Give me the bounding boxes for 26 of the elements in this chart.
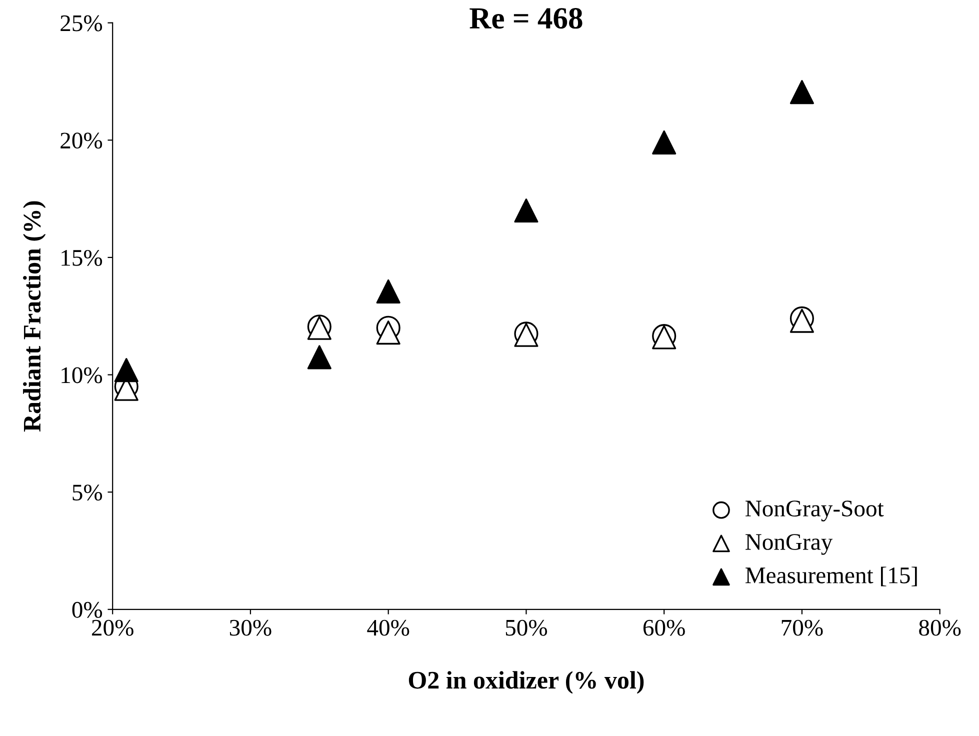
x-tick-label: 20% [92,620,134,636]
x-tick-label: 60% [643,620,685,636]
point [790,80,814,104]
y-tick-label: 15% [62,250,102,266]
point [652,130,676,155]
y-tick-label: 10% [62,367,102,384]
x-tick-label: 30% [230,620,272,636]
y-tick-label: 0% [72,602,102,618]
y-tick-label: 25% [60,15,102,32]
x-tick-label: 40% [367,620,410,636]
y-tick-label: 20% [60,132,102,149]
x-axis-title: O2 in oxidizer (% vol) [408,671,644,694]
chart-title: Re = 468 [470,8,582,29]
point [114,358,138,382]
y-axis-title: Radiant Fraction (%) [23,201,46,432]
point [514,198,538,223]
legend-label: NonGray [746,534,833,555]
legend-label: NonGray-Soot [746,500,884,522]
y-tick-label: 5% [72,484,102,501]
legend-label: Measurement [15] [746,566,917,586]
x-tick-label: 50% [506,620,548,636]
point [307,345,332,370]
point [376,279,400,304]
x-tick-label: 70% [782,620,823,636]
x-tick-label: 80% [919,620,961,636]
point [376,320,400,345]
